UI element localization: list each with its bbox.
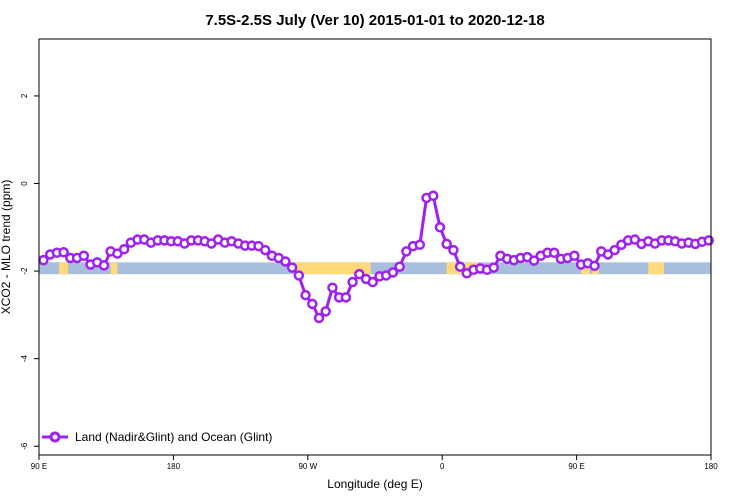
legend: Land (Nadir&Glint) and Ocean (Glint) [42, 430, 272, 444]
land-band-segment [296, 262, 371, 275]
x-tick-label: 0 [440, 462, 445, 471]
y-tick-label: -6 [20, 442, 29, 450]
y-axis-label: XCO2 - MLO trend (ppm) [0, 180, 13, 315]
land-band-segment [581, 262, 591, 275]
data-point [320, 306, 331, 317]
data-point [286, 262, 298, 273]
chart-title: 7.5S-2.5S July (Ver 10) 2015-01-01 to 20… [205, 12, 544, 29]
surface-band [39, 262, 711, 275]
y-axis: -6 -4 -2 0 2 [20, 93, 39, 450]
land-band-segment [59, 262, 69, 275]
data-point [58, 247, 69, 258]
x-tick-label: 180 [167, 462, 181, 471]
x-tick-label: 90 E [568, 462, 584, 471]
data-point [78, 250, 90, 262]
data-point [293, 270, 305, 281]
x-tick-label: 180 [704, 462, 718, 471]
y-tick-label: 2 [20, 93, 29, 98]
y-tick-label: -2 [20, 267, 29, 275]
data-point [609, 244, 620, 256]
data-point [300, 289, 311, 301]
data-point [414, 239, 426, 251]
data-point [387, 267, 399, 278]
data-point [703, 235, 715, 246]
data-point [313, 312, 325, 324]
series-layer [38, 190, 715, 324]
data-point [548, 247, 560, 258]
data-point [280, 256, 291, 267]
x-tick-label: 90 W [298, 462, 317, 471]
data-point [98, 260, 110, 271]
data-point [441, 238, 452, 250]
y-tick-label: 0 [20, 181, 29, 186]
data-point [434, 222, 446, 233]
data-point [454, 261, 466, 272]
y-tick-label: -4 [20, 355, 29, 363]
legend-marker [49, 431, 61, 443]
data-point [354, 268, 365, 280]
data-point [259, 244, 271, 256]
data-point [401, 246, 412, 257]
data-point [427, 190, 439, 202]
data-point [589, 260, 600, 272]
data-point [307, 298, 318, 310]
data-point [347, 276, 358, 288]
data-point [118, 243, 130, 255]
x-axis: 90 E 180 90 W 0 90 E 180 [31, 455, 718, 471]
ocean-band [39, 262, 711, 275]
data-point [340, 292, 352, 303]
data-point [367, 276, 379, 288]
plot-frame [38, 38, 712, 456]
x-tick-label: 90 E [31, 462, 47, 471]
data-point [488, 262, 499, 273]
data-point [327, 282, 338, 293]
data-point [528, 255, 540, 266]
data-point [394, 261, 405, 272]
data-point [448, 244, 459, 256]
land-band-segment [648, 262, 664, 275]
data-point [569, 250, 580, 262]
legend-label: Land (Nadir&Glint) and Ocean (Glint) [75, 430, 272, 444]
x-axis-label: Longitude (deg E) [327, 477, 422, 491]
land-band-segment [110, 262, 118, 275]
